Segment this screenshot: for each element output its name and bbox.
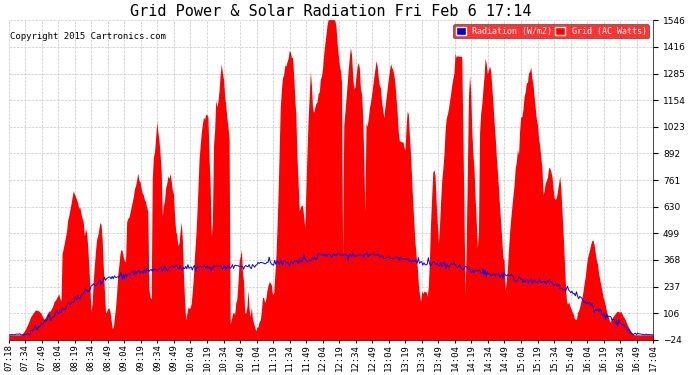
Title: Grid Power & Solar Radiation Fri Feb 6 17:14: Grid Power & Solar Radiation Fri Feb 6 1… xyxy=(130,4,532,19)
Text: Copyright 2015 Cartronics.com: Copyright 2015 Cartronics.com xyxy=(10,32,166,41)
Legend: Radiation (W/m2), Grid (AC Watts): Radiation (W/m2), Grid (AC Watts) xyxy=(453,24,649,39)
